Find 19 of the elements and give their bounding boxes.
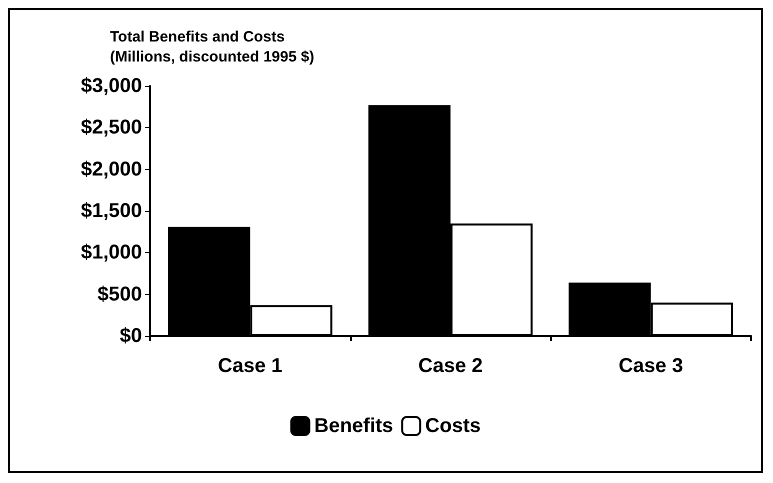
- y-tick-label: $1,000: [80, 242, 142, 264]
- chart-title: Total Benefits and Costs (Millions, discounted 1995 $): [110, 28, 314, 66]
- x-tick-label: Case 3: [618, 355, 684, 377]
- y-tick-label: $500: [98, 283, 142, 306]
- bar: [650, 302, 733, 336]
- y-tick-label: $0: [120, 325, 142, 347]
- x-tick-label: Case 1: [218, 355, 282, 377]
- bar: [450, 224, 533, 336]
- legend-label: Benefits: [314, 415, 394, 437]
- y-tick-label: $1,500: [80, 200, 142, 222]
- bar: [368, 105, 450, 336]
- y-tick-label: $2,000: [80, 158, 142, 180]
- bar: [168, 226, 250, 336]
- x-tick-label: Case 2: [418, 355, 483, 377]
- y-tick-label: $3,000: [80, 75, 142, 97]
- bar: [568, 282, 651, 336]
- y-tick-label: $2,500: [80, 116, 142, 139]
- bar: [250, 305, 332, 336]
- legend-label: Costs: [425, 415, 481, 437]
